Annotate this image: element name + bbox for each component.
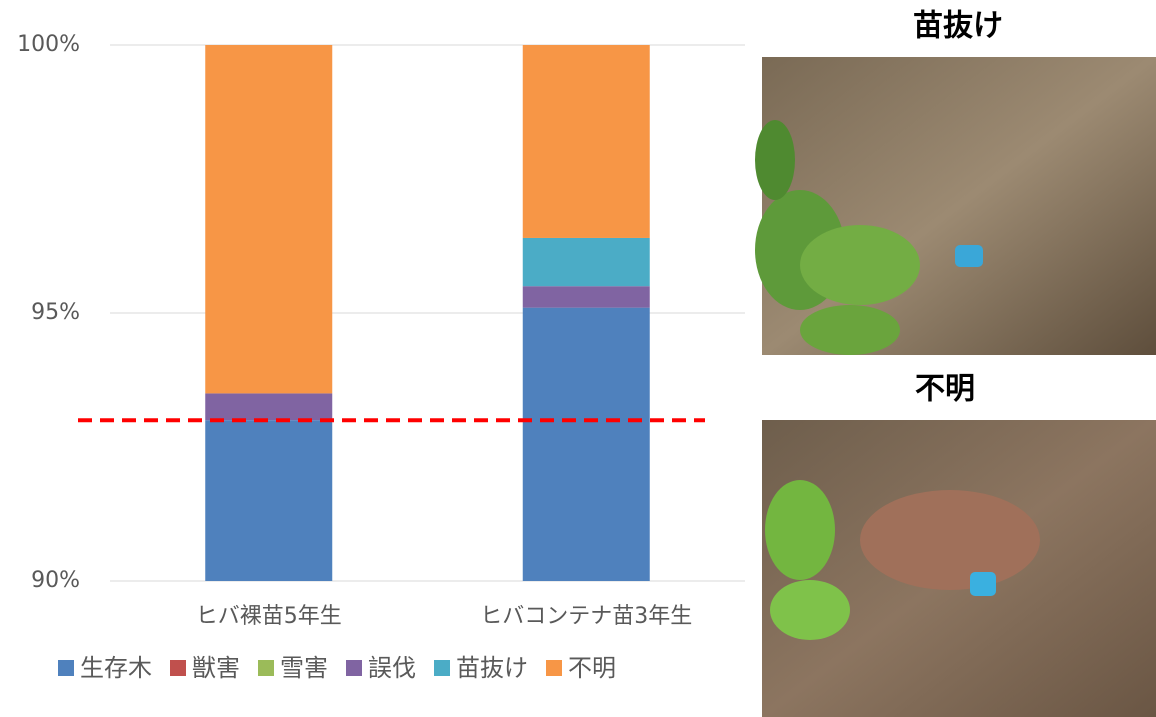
legend-swatch (346, 660, 362, 676)
legend-swatch (546, 660, 562, 676)
bar-segment (205, 420, 333, 581)
legend-label: 誤伐 (368, 654, 416, 682)
photo-caption: 不明 (915, 372, 975, 407)
bar-segment (522, 307, 650, 581)
legend-label: 苗抜け (456, 654, 528, 682)
legend-label: 獣害 (192, 654, 240, 682)
legend-swatch (258, 660, 274, 676)
legend-label: 生存木 (80, 654, 152, 682)
y-tick-label: 95% (31, 300, 80, 325)
y-tick-label: 90% (31, 568, 80, 593)
bar-segment (205, 393, 333, 421)
bar-segment (522, 286, 650, 308)
y-tick-label: 100% (17, 32, 80, 57)
x-tick-label: ヒバコンテナ苗3年生 (480, 604, 692, 629)
legend-swatch (170, 660, 186, 676)
bar-segment (522, 45, 650, 238)
bar-segment (205, 45, 333, 394)
bar-segment (522, 237, 650, 287)
legend-swatch (58, 660, 74, 676)
legend-label: 不明 (568, 654, 616, 682)
photo-2 (762, 420, 1156, 717)
legend-swatch (434, 660, 450, 676)
photo-1 (755, 57, 1156, 355)
legend-label: 雪害 (280, 654, 328, 682)
photo-caption: 苗抜け (913, 9, 1003, 44)
x-tick-label: ヒバ裸苗5年生 (196, 604, 342, 629)
